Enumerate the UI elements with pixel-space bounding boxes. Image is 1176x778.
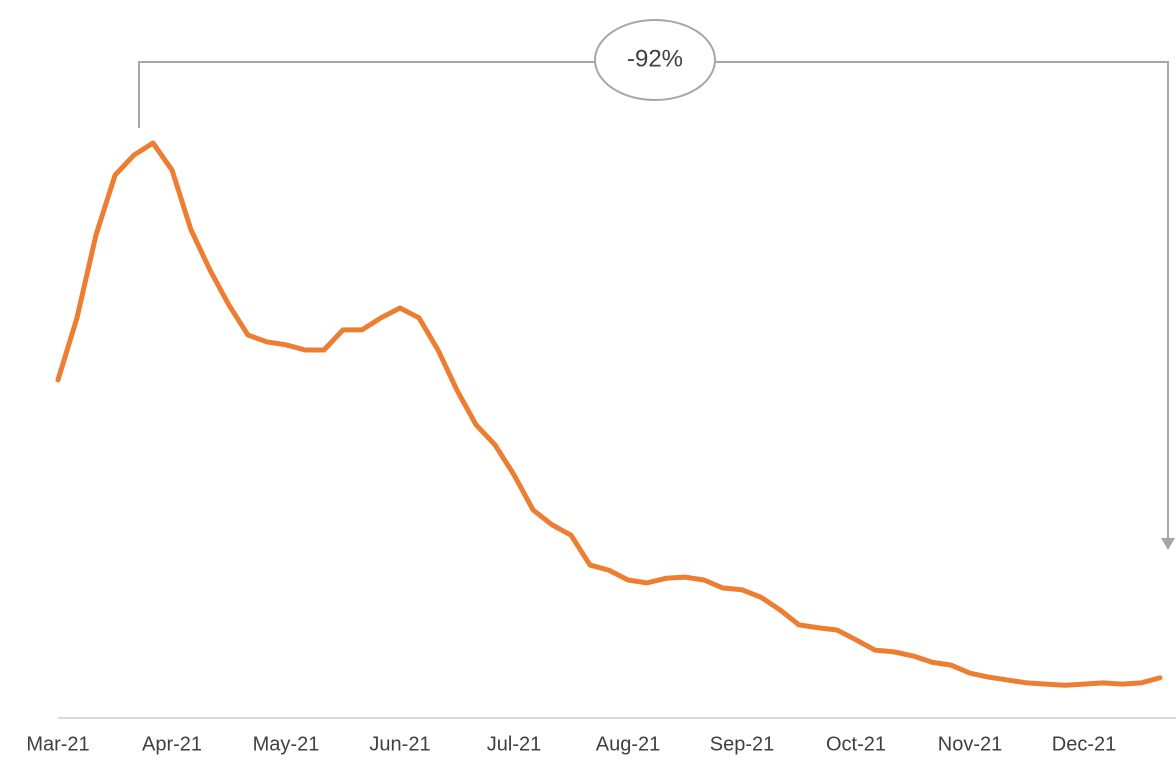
x-tick-label: May-21 — [253, 733, 320, 755]
annotation-bracket — [138, 61, 1169, 540]
x-tick-label: Dec-21 — [1052, 733, 1116, 755]
x-tick-label: Mar-21 — [26, 733, 89, 755]
x-tick-label: Jun-21 — [369, 733, 430, 755]
annotation-label: -92% — [627, 45, 683, 72]
x-tick-label: Apr-21 — [142, 733, 202, 755]
x-tick-label: Oct-21 — [826, 733, 886, 755]
annotation-arrow — [1161, 538, 1175, 550]
x-tick-label: Sep-21 — [710, 733, 775, 755]
annotation-bubble — [594, 19, 716, 101]
x-tick-label: Nov-21 — [938, 733, 1002, 755]
x-tick-label: Aug-21 — [596, 733, 661, 755]
line — [55, 140, 1163, 688]
x-tick-label: Jul-21 — [487, 733, 541, 755]
